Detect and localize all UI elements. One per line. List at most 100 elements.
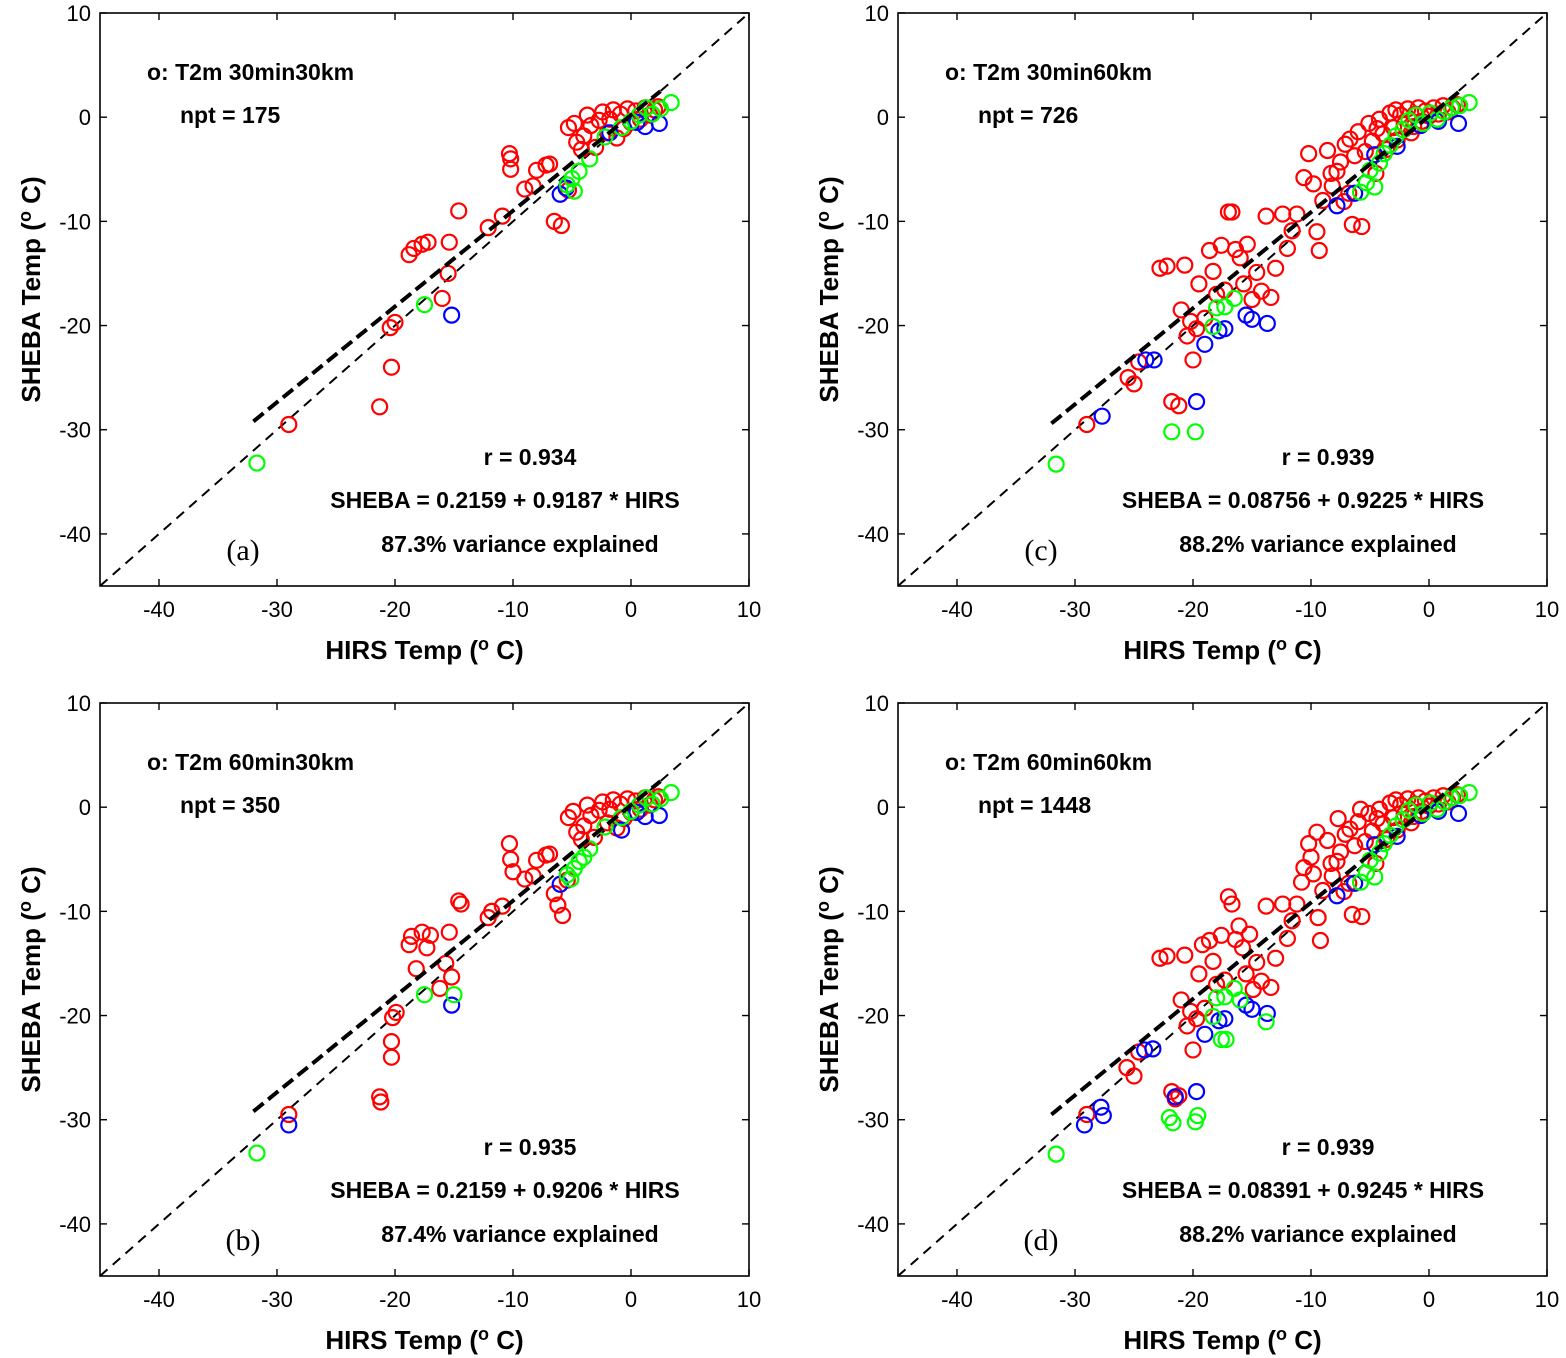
data-point-green: [445, 986, 463, 1004]
variance-explained: 87.3% variance explained: [381, 531, 658, 557]
scatter-panel-c: -40 -30 -20 -10 0 10 -40 -30 -20 -10 0 10 o: T2m 30m…: [813, 1, 1559, 665]
y-tick-label: 0: [877, 795, 889, 820]
data-point-blue: [612, 821, 631, 839]
x-tick-label: 10: [737, 597, 761, 622]
data-point-red: [545, 885, 563, 903]
y-tick-label: -10: [857, 209, 889, 234]
data-point-blue: [1328, 887, 1346, 905]
data-point-red: [387, 1003, 405, 1022]
legend-label: o: T2m 30min60km: [945, 59, 1152, 85]
x-tick-label: -40: [143, 1287, 175, 1312]
y-tick-label: -30: [857, 418, 889, 443]
data-point-green: [1186, 423, 1204, 441]
data-point-red: [1288, 205, 1306, 223]
data-point-red: [1230, 917, 1248, 935]
axes-frame: [99, 702, 750, 1277]
data-point-red: [382, 1048, 401, 1066]
data-point-red: [386, 313, 404, 332]
data-point-blue: [1449, 114, 1468, 133]
data-point-red: [1266, 949, 1285, 967]
correlation-label: r = 0.935: [484, 1134, 577, 1160]
data-point-red: [372, 1093, 390, 1111]
y-tick-label: 10: [67, 691, 91, 716]
data-point-red: [1238, 235, 1256, 253]
data-point-green: [1460, 783, 1478, 802]
data-point-red: [1278, 929, 1297, 948]
data-point-blue: [1196, 335, 1214, 353]
data-point-red: [1311, 931, 1330, 950]
data-point-green: [662, 783, 680, 802]
panel-letter: (b): [226, 1224, 261, 1257]
x-axis-title: HIRS Temp (o C): [325, 634, 523, 665]
y-tick-label: -20: [59, 1004, 91, 1029]
data-point-red: [280, 1105, 298, 1124]
data-point-red: [1336, 135, 1354, 153]
data-point-blue: [1258, 314, 1276, 333]
x-tick-label: 0: [1423, 597, 1435, 622]
data-point-red: [1346, 837, 1364, 855]
data-point-red: [601, 110, 619, 128]
y-tick-label: -40: [857, 522, 889, 547]
data-point-red: [433, 289, 451, 308]
data-point-blue: [1346, 874, 1364, 892]
data-point-red: [1176, 946, 1194, 964]
data-point-red: [440, 923, 458, 941]
x-tick-label: 0: [625, 1287, 637, 1312]
axes-frame: [99, 12, 750, 587]
data-point-red: [1308, 223, 1326, 241]
data-point-red: [493, 207, 511, 225]
regression-equation: SHEBA = 0.2159 + 0.9187 * HIRS: [330, 487, 679, 513]
correlation-label: r = 0.934: [484, 444, 577, 470]
y-axis-title: SHEBA Temp (o C): [813, 866, 844, 1092]
scatter-panel-a: -40 -30 -20 -10 0 10 -40 -30 -20 -10 0 10 o: T2m 30m…: [15, 1, 761, 665]
x-tick-label: 0: [625, 597, 637, 622]
data-point-red: [1266, 259, 1285, 277]
scatter-panel-b: -40 -30 -20 -10 0 10 -40 -30 -20 -10 0 10 o: T2m 60m…: [15, 691, 761, 1355]
data-point-red: [1384, 118, 1403, 137]
data-point-red: [1158, 947, 1176, 965]
data-point-green: [1204, 317, 1222, 336]
data-point-red: [1204, 952, 1222, 970]
y-tick-label: -20: [857, 1004, 889, 1029]
data-point-red: [552, 216, 570, 235]
x-tick-label: -40: [941, 1287, 973, 1312]
y-tick-label: 10: [865, 691, 889, 716]
data-point-green: [1357, 174, 1376, 192]
data-point-blue: [443, 996, 461, 1014]
npt-label: npt = 350: [180, 792, 280, 818]
y-axis-title: SHEBA Temp (o C): [813, 176, 844, 402]
x-tick-label: -10: [1295, 1287, 1327, 1312]
data-point-blue: [1346, 184, 1364, 202]
data-point-red: [565, 114, 583, 133]
data-point-green: [415, 986, 434, 1004]
data-point-blue: [1093, 407, 1111, 425]
data-point-red: [1190, 275, 1208, 293]
data-point-red: [502, 150, 520, 168]
data-point-red: [1235, 275, 1253, 293]
x-tick-label: -40: [941, 597, 973, 622]
data-point-red: [371, 398, 389, 416]
data-point-red: [405, 239, 423, 258]
x-axis-title: HIRS Temp (o C): [1123, 634, 1321, 665]
data-point-red: [549, 896, 567, 914]
data-point-red: [402, 927, 421, 945]
data-point-blue: [1145, 351, 1163, 369]
legend-label: o: T2m 60min60km: [945, 749, 1152, 775]
data-point-red: [585, 828, 604, 846]
data-point-green: [570, 162, 588, 180]
data-point-red: [280, 415, 298, 434]
data-point-green: [1207, 989, 1226, 1007]
data-point-green: [1207, 299, 1226, 317]
data-point-red: [493, 897, 511, 915]
y-tick-label: -20: [857, 314, 889, 339]
data-point-red: [1336, 825, 1354, 843]
data-point-green: [1366, 178, 1384, 196]
x-tick-label: -20: [379, 1287, 411, 1312]
data-point-red: [1158, 257, 1176, 275]
x-tick-label: -30: [261, 597, 293, 622]
y-tick-label: 0: [877, 105, 889, 130]
npt-label: npt = 1448: [978, 792, 1091, 818]
x-tick-label: 10: [1535, 597, 1559, 622]
data-point-blue: [1187, 392, 1206, 411]
y-tick-label: -30: [59, 418, 91, 443]
